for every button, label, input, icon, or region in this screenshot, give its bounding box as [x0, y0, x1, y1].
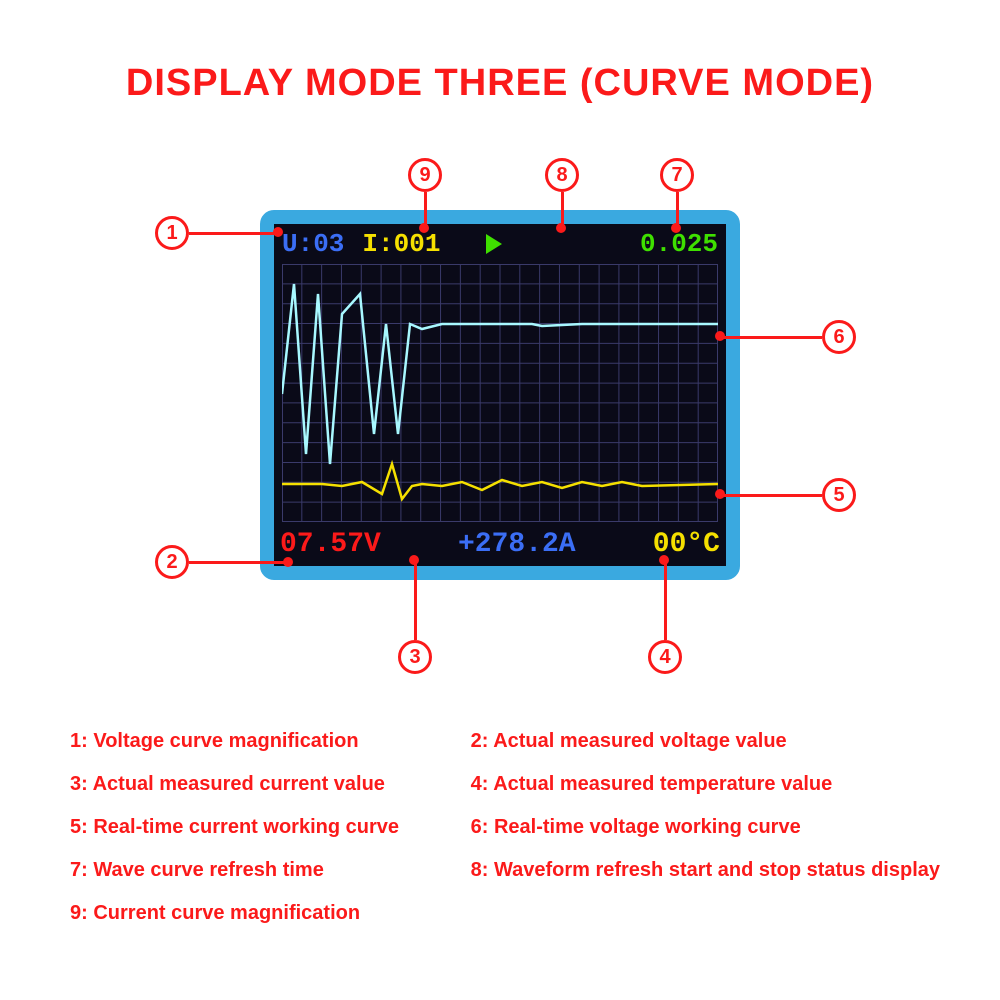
- legend-item-5: 5: Real-time current working curve: [70, 816, 431, 839]
- page-title: DISPLAY MODE THREE (CURVE MODE): [0, 62, 1000, 105]
- legend-item-4: 4: Actual measured temperature value: [471, 773, 940, 796]
- legend-item-8: 8: Waveform refresh start and stop statu…: [471, 859, 940, 882]
- legend-item-9: 9: Current curve magnification: [70, 902, 431, 925]
- legend-item-3: 3: Actual measured current value: [70, 773, 431, 796]
- legend-item-1: 1: Voltage curve magnification: [70, 730, 431, 753]
- screen: U:03 I:001 0.025 07.57V +278.2A 00°C: [274, 224, 726, 566]
- waveform-area: [282, 264, 718, 522]
- legend: 1: Voltage curve magnification 2: Actual …: [70, 730, 940, 925]
- topbar: U:03 I:001 0.025: [274, 224, 726, 264]
- legend-item-7: 7: Wave curve refresh time: [70, 859, 431, 882]
- callout-number-2: 2: [155, 545, 189, 579]
- i-value: I:001: [362, 229, 440, 259]
- callout-number-5: 5: [822, 478, 856, 512]
- callout-number-6: 6: [822, 320, 856, 354]
- callout-number-8: 8: [545, 158, 579, 192]
- legend-item-6: 6: Real-time voltage working curve: [471, 816, 940, 839]
- time-value: 0.025: [640, 229, 718, 259]
- device: U:03 I:001 0.025 07.57V +278.2A 00°C: [260, 210, 740, 580]
- u-value: U:03: [282, 229, 344, 259]
- legend-item-2: 2: Actual measured voltage value: [471, 730, 940, 753]
- play-icon: [486, 234, 502, 254]
- callout-number-3: 3: [398, 640, 432, 674]
- callout-number-9: 9: [408, 158, 442, 192]
- waveform-svg: [282, 264, 718, 522]
- voltage-reading: 07.57V: [280, 529, 381, 560]
- current-reading: +278.2A: [458, 529, 576, 560]
- callout-number-4: 4: [648, 640, 682, 674]
- callout-number-1: 1: [155, 216, 189, 250]
- callout-number-7: 7: [660, 158, 694, 192]
- bezel: U:03 I:001 0.025 07.57V +278.2A 00°C: [260, 210, 740, 580]
